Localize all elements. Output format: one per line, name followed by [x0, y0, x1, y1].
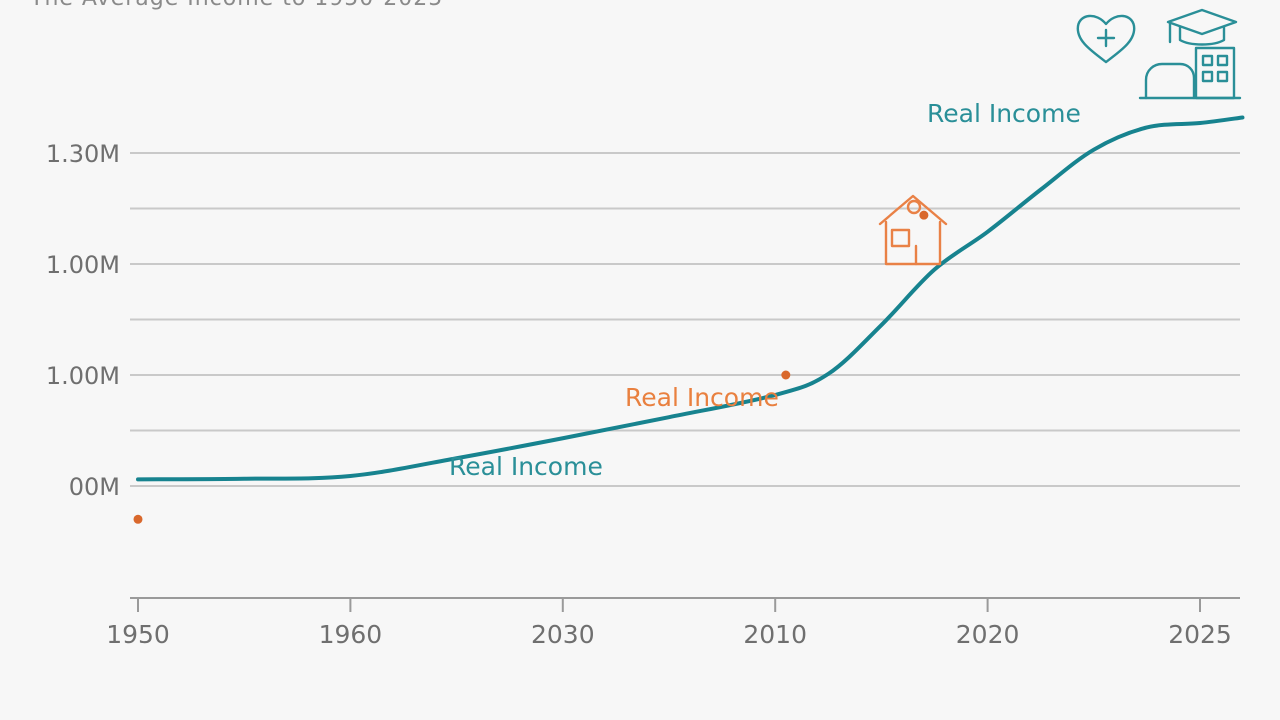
annotation-layer: Real Income Real Income Real Income: [449, 99, 1081, 481]
hospital-building-icon: [1138, 46, 1242, 100]
y-tick-label: 1.00M: [46, 362, 120, 390]
annotation-label: Real Income: [927, 99, 1081, 128]
gridlines: [130, 152, 1240, 599]
x-tick-label: 1950: [106, 620, 170, 649]
data-marker: [919, 210, 929, 220]
y-tick-label: 1.30M: [46, 140, 120, 168]
annotation-label: Real Income: [449, 452, 603, 481]
heart-plus-icon: [1076, 14, 1136, 64]
series-layer: [136, 115, 1245, 482]
x-tick-label: 2030: [531, 620, 595, 649]
x-tick-label: 2020: [956, 620, 1020, 649]
data-marker: [781, 370, 791, 380]
graduation-cap-icon: [1166, 8, 1238, 46]
marker-layer: [133, 210, 929, 524]
x-axis-ticks: 1950 1960 2030 2010 2020 2025: [106, 598, 1232, 649]
x-tick-label: 2025: [1168, 620, 1232, 649]
data-marker: [133, 514, 143, 524]
chart-title: The Average Income to 1950-2025: [30, 0, 443, 11]
x-tick-label: 1960: [319, 620, 383, 649]
annotation-label: Real Income: [625, 383, 779, 412]
y-tick-label: 1.00M: [46, 251, 120, 279]
x-tick-label: 2010: [743, 620, 807, 649]
house-icon: [878, 194, 948, 266]
series-line: [136, 115, 1245, 482]
y-axis-ticks: 1.30M 1.00M 1.00M 00M: [46, 140, 120, 501]
y-tick-label: 00M: [69, 473, 120, 501]
